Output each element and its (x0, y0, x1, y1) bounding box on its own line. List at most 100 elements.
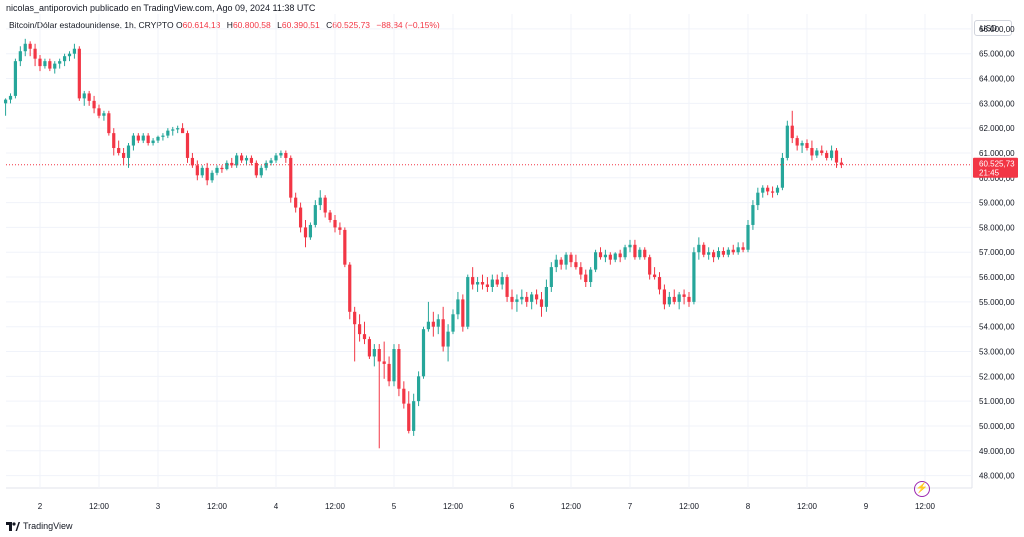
candle-body (13, 61, 18, 96)
candle-body (53, 63, 57, 69)
candle-body (515, 299, 519, 302)
candle-body (72, 48, 77, 54)
price-tick-label: 54.000,00 (979, 323, 1015, 332)
candle-body (92, 100, 96, 109)
candle-body (117, 148, 121, 153)
time-tick-label: 9 (864, 502, 869, 511)
candle-body (38, 58, 42, 67)
close-value: 60.525,73 (332, 20, 371, 30)
candle-body (638, 249, 642, 258)
candle-body (554, 259, 558, 268)
high-value: 60.800,58 (232, 20, 271, 30)
candle-body (190, 157, 195, 166)
candle-body (338, 227, 342, 230)
bar-countdown: 21:45 (979, 169, 1000, 178)
low-label: L (277, 20, 282, 30)
candle-body (77, 48, 81, 99)
candle-body (303, 227, 308, 238)
candle-body (156, 136, 160, 141)
candle-body (716, 251, 721, 258)
candles (3, 38, 844, 449)
price-tick-label: 57.000,00 (979, 248, 1015, 257)
candle-body (269, 160, 273, 163)
candle-body (466, 277, 470, 327)
candle-body (289, 157, 293, 198)
candle-body (166, 130, 170, 136)
candle-body (589, 269, 593, 283)
candle-body (520, 296, 524, 300)
candle-body (387, 363, 391, 382)
candle-body (756, 192, 760, 206)
candle-body (446, 331, 450, 347)
candle-body (323, 197, 327, 213)
candle-body (8, 95, 13, 100)
change-value: −88,84 (−0,15%) (376, 20, 440, 30)
candle-body (215, 167, 219, 173)
candle-body (239, 155, 244, 161)
candle-body (402, 388, 406, 404)
candle-body (274, 155, 278, 161)
time-tick-label: 4 (274, 502, 279, 511)
time-tick-label: 12:00 (207, 502, 228, 511)
candle-body (687, 296, 691, 302)
tradingview-branding: TradingView (6, 521, 73, 532)
candle-body (505, 277, 509, 297)
candle-body (820, 150, 824, 153)
price-tick-label: 52.000,00 (979, 372, 1015, 381)
candle-body (284, 152, 288, 158)
candle-body (259, 167, 263, 176)
candle-body (343, 229, 347, 265)
candle-body (829, 150, 834, 158)
candle-body (471, 277, 475, 285)
time-axis[interactable]: 2 12:00 3 12:00 4 12:00 5 12:00 6 12:00 7 12:00 8 12:… (38, 502, 936, 511)
time-tick-label: 7 (628, 502, 633, 511)
candle-body (667, 296, 671, 305)
candle-body (230, 162, 234, 166)
low-value: 60.390,51 (281, 20, 320, 30)
candle-body (564, 254, 568, 265)
candle-body (751, 205, 755, 225)
candle-body (58, 61, 62, 64)
candle-body (146, 135, 150, 144)
candle-body (151, 140, 155, 144)
candle-body (697, 244, 701, 253)
candle-body (348, 264, 352, 312)
high-label: H (226, 20, 233, 30)
candle-body (131, 135, 136, 146)
price-tick-label: 63.000,00 (979, 99, 1015, 108)
candle-body (205, 167, 209, 181)
lightning-icon[interactable]: ⚡ (914, 481, 930, 497)
candle-body (721, 251, 726, 255)
symbol-name[interactable]: Bitcoin/Dólar estadounidense, 1h, CRYPTO (9, 20, 174, 30)
candle-body (210, 172, 214, 181)
candle-body (171, 129, 175, 131)
candle-body (87, 93, 91, 101)
candle-body (249, 157, 254, 163)
time-tick-label: 12:00 (915, 502, 936, 511)
candle-body (539, 299, 544, 307)
candle-body (220, 167, 224, 170)
candle-body (652, 274, 657, 278)
candle-body (584, 274, 588, 283)
candle-body (692, 252, 696, 302)
time-tick-label: 12:00 (89, 502, 110, 511)
candle-body (416, 376, 421, 402)
price-tick-label: 51.000,00 (979, 397, 1015, 406)
candle-body (431, 321, 435, 327)
candle-body (328, 212, 332, 220)
candle-body (766, 187, 770, 192)
currency-button[interactable]: USD (974, 20, 1012, 36)
time-tick-label: 12:00 (679, 502, 700, 511)
candle-body (294, 197, 298, 208)
candle-body (603, 254, 608, 258)
candle-body (579, 267, 583, 275)
candle-body (97, 108, 101, 116)
brand-name: TradingView (23, 521, 73, 531)
candle-body (643, 249, 647, 258)
candle-body (102, 113, 106, 116)
time-tick-label: 2 (38, 502, 43, 511)
price-axis[interactable]: 48.000,00 49.000,00 50.000,00 51.000,00 52.0… (979, 25, 1015, 481)
candle-body (18, 51, 22, 62)
candle-body (618, 253, 622, 258)
